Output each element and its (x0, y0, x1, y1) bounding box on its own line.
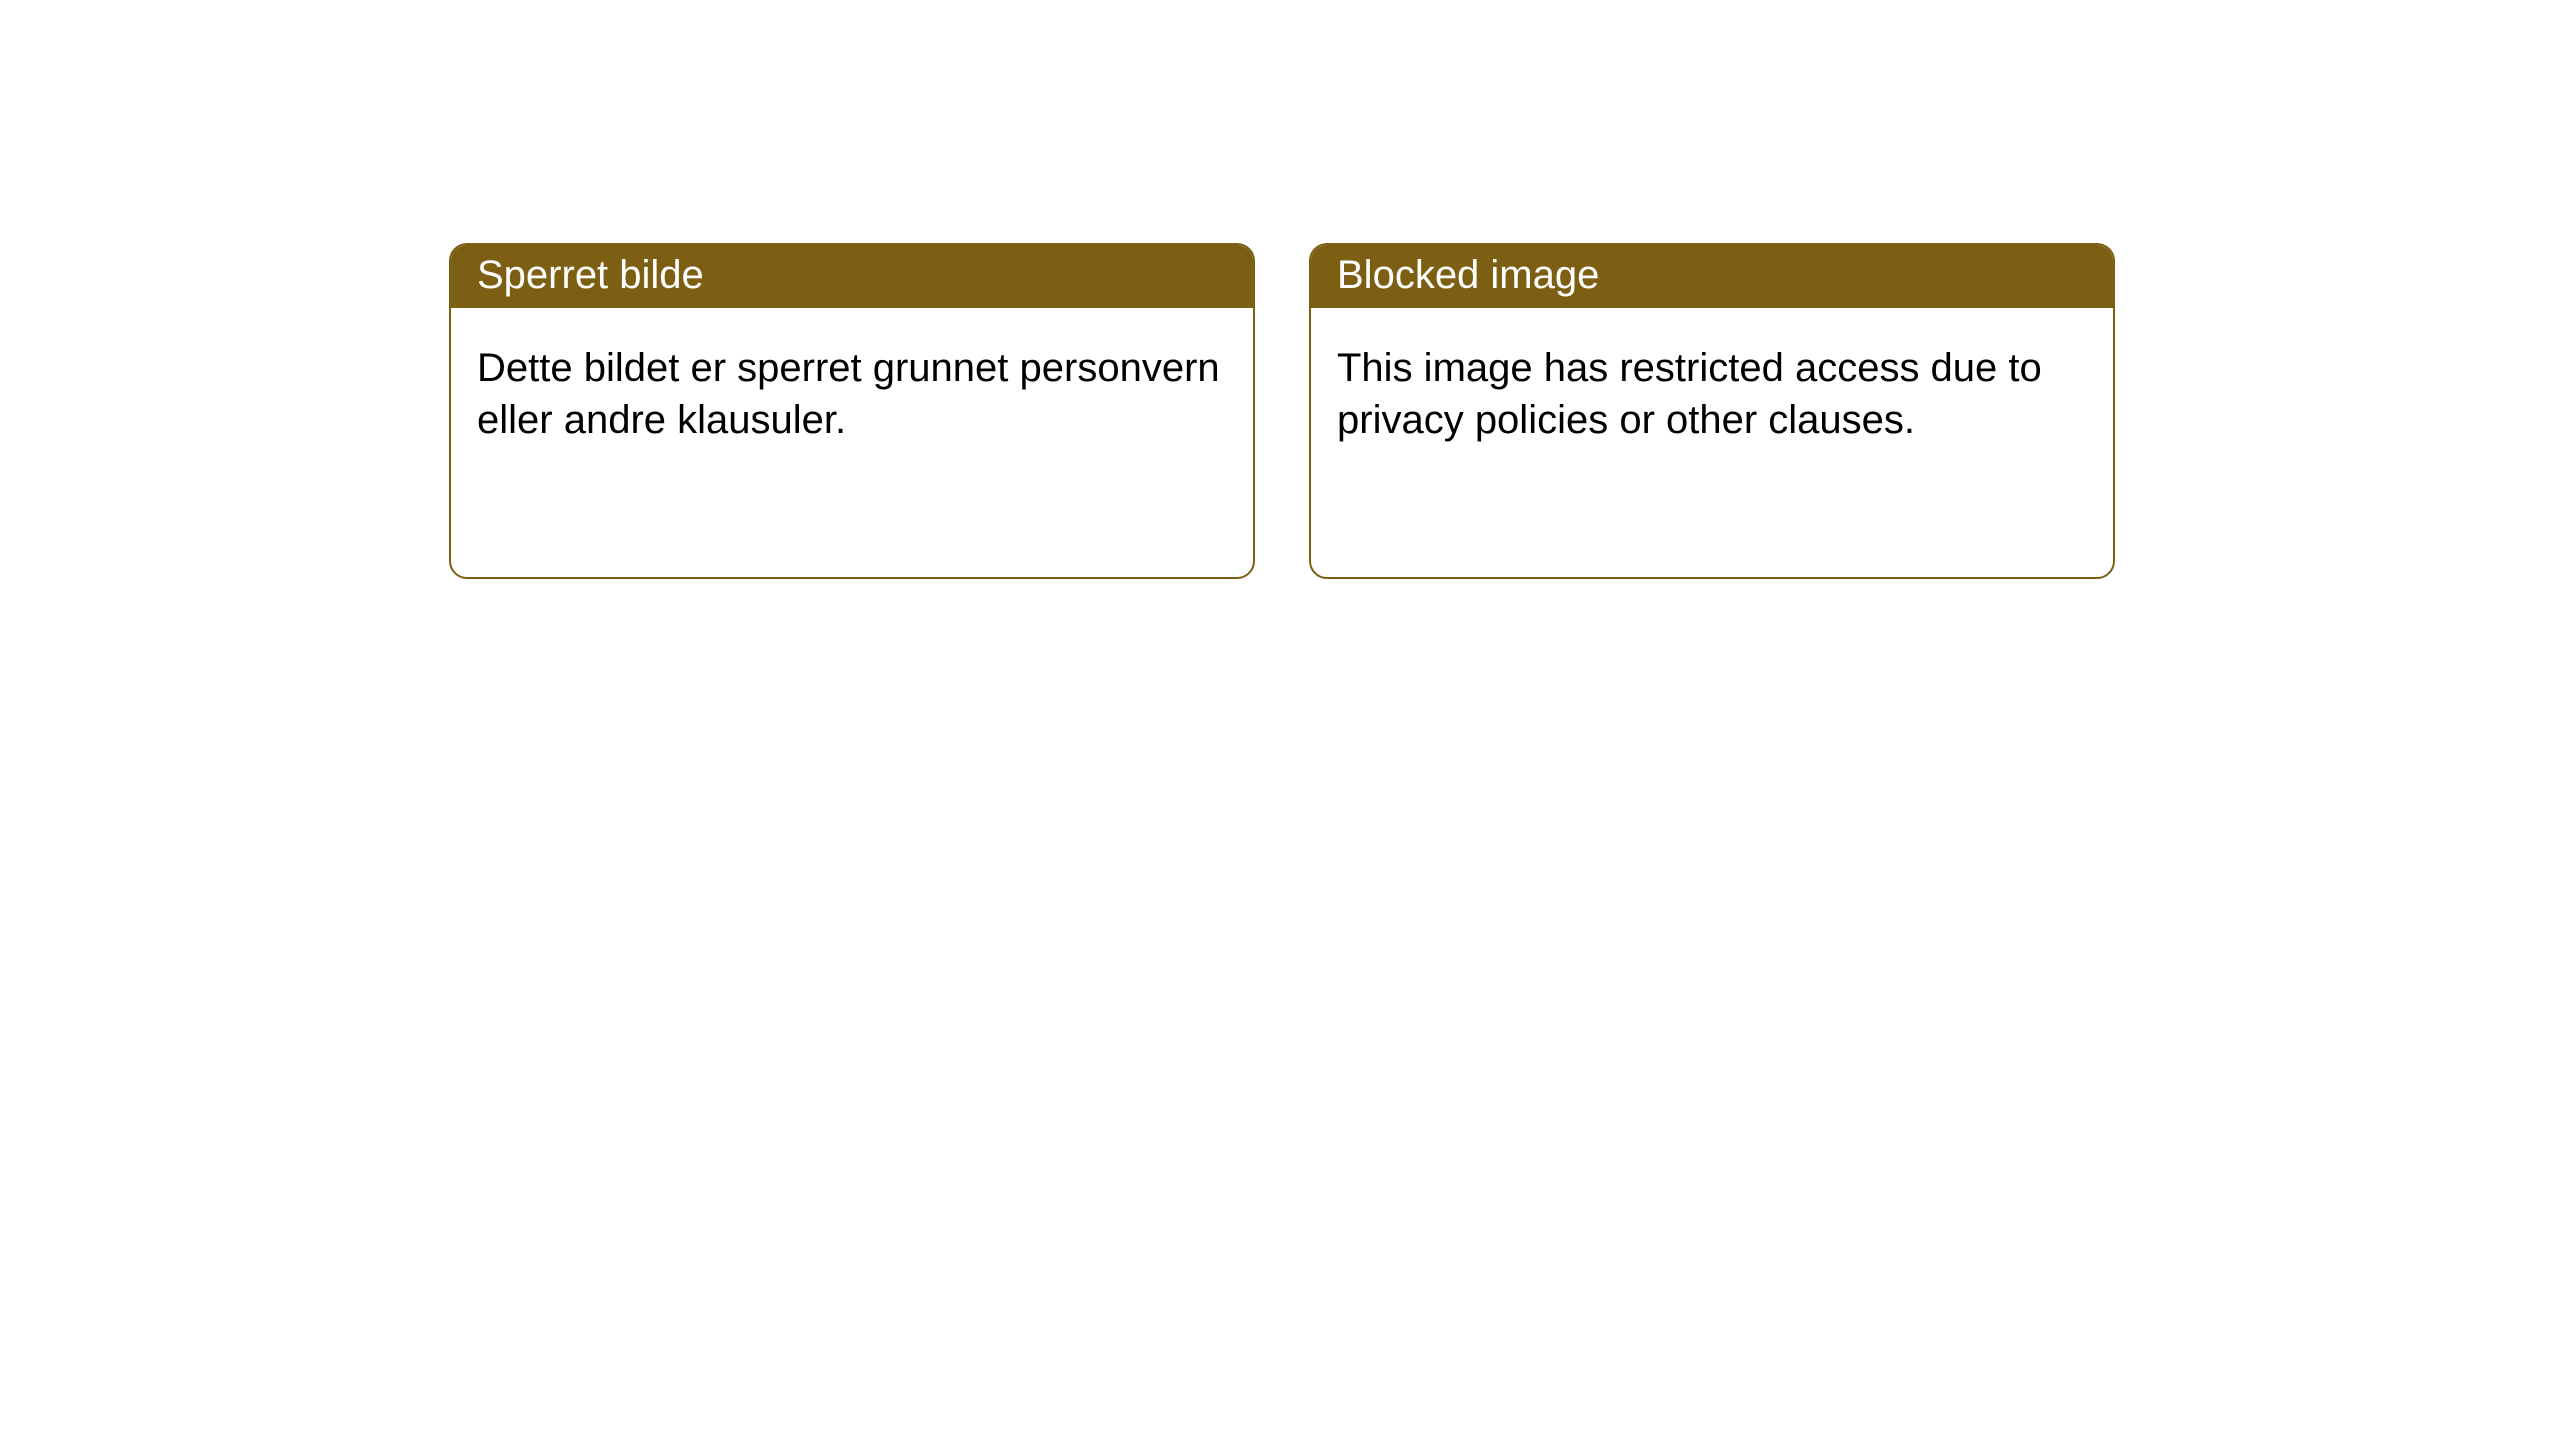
card-title: Blocked image (1337, 253, 1599, 297)
card-header: Blocked image (1311, 245, 2113, 308)
card-body: Dette bildet er sperret grunnet personve… (451, 308, 1253, 480)
card-title: Sperret bilde (477, 253, 704, 297)
card-body-text: This image has restricted access due to … (1337, 346, 2042, 442)
blocked-image-card-no: Sperret bilde Dette bildet er sperret gr… (449, 243, 1255, 579)
card-body: This image has restricted access due to … (1311, 308, 2113, 480)
blocked-image-card-en: Blocked image This image has restricted … (1309, 243, 2115, 579)
card-header: Sperret bilde (451, 245, 1253, 308)
card-body-text: Dette bildet er sperret grunnet personve… (477, 346, 1220, 442)
notice-container: Sperret bilde Dette bildet er sperret gr… (0, 0, 2560, 579)
